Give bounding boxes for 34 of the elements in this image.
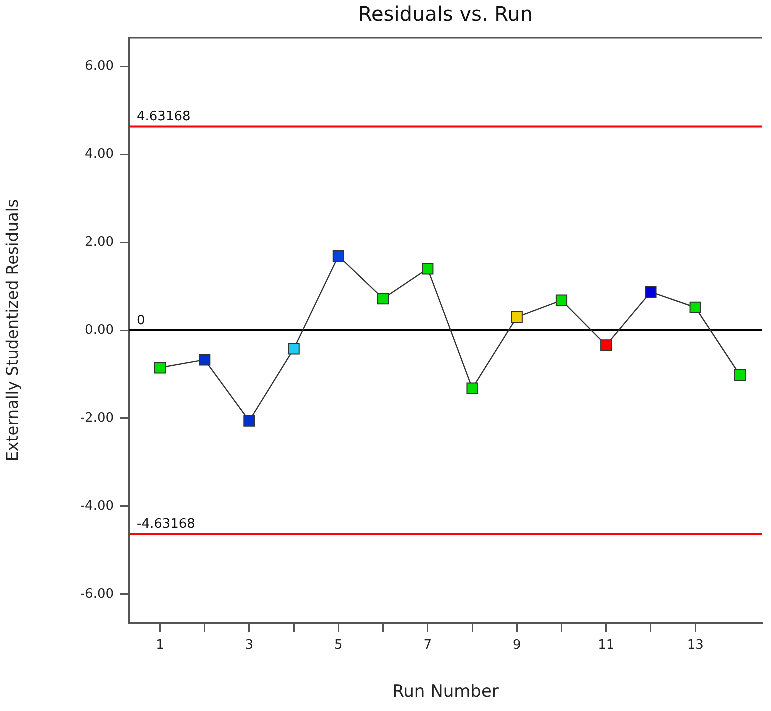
point [511,312,523,324]
y-tick-label: 0.00 [85,322,114,338]
point [556,294,568,306]
y-axis-title: Externally Studentized Residuals [2,199,22,462]
x-tick-label: 5 [334,638,343,654]
x-axis-title: Run Number [392,682,499,702]
point [422,263,434,275]
y-tick-label: 2.00 [85,234,114,250]
point [377,293,390,305]
chart-title: Residuals vs. Run [358,2,534,26]
y-tick-label: -4.00 [80,498,114,514]
x-tick-label: 11 [598,638,615,654]
point [244,415,256,427]
x-tick-label: 9 [512,638,522,654]
point [288,343,300,355]
point [600,340,612,352]
ref-line-label: 0 [137,313,146,328]
point [466,382,478,394]
point [645,286,657,298]
y-tick-label: 6.00 [85,58,114,74]
point [199,354,211,366]
ref-line-label: -4.63168 [137,517,196,532]
point [690,302,702,314]
point [332,250,344,262]
x-tick-label: 7 [424,638,432,654]
point [154,362,166,374]
y-tick-label: 4.00 [85,146,114,162]
x-tick-label: 13 [687,638,704,654]
y-tick-label: -2.00 [80,410,114,426]
x-tick-label: 3 [245,638,254,654]
point [734,370,746,382]
x-tick-label: 1 [156,638,164,654]
ref-line-label: 4.63168 [137,110,191,125]
y-tick-label: -6.00 [80,586,114,602]
